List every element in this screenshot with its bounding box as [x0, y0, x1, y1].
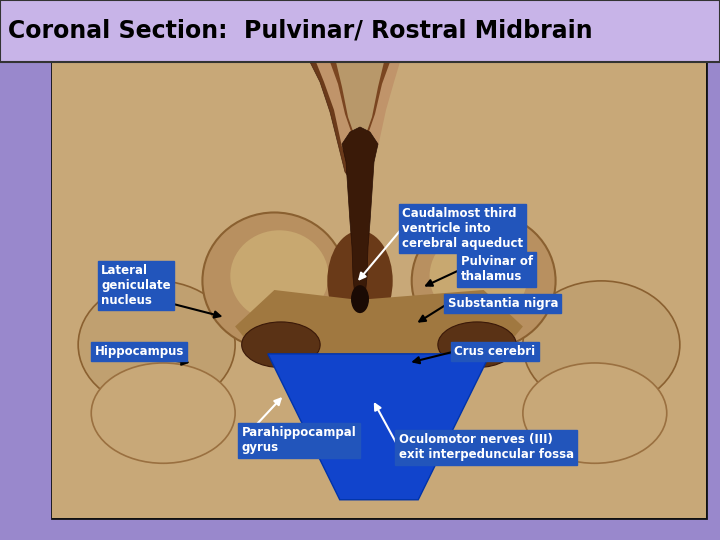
Bar: [0, 0, 720, 62]
Polygon shape: [268, 354, 490, 500]
Polygon shape: [330, 62, 390, 148]
Ellipse shape: [412, 212, 556, 349]
Text: Substantia nigra: Substantia nigra: [448, 297, 558, 310]
Text: Parahippocampal
gyrus: Parahippocampal gyrus: [242, 427, 356, 455]
Ellipse shape: [230, 230, 328, 321]
Polygon shape: [235, 290, 523, 390]
Text: Crus cerebri: Crus cerebri: [454, 345, 536, 358]
Ellipse shape: [328, 231, 392, 331]
Ellipse shape: [430, 230, 528, 321]
Polygon shape: [336, 62, 384, 142]
Ellipse shape: [202, 212, 346, 349]
Bar: [53, 63, 705, 517]
Ellipse shape: [242, 322, 320, 368]
Text: Coronal Section:  Pulvinar/ Rostral Midbrain: Coronal Section: Pulvinar/ Rostral Midbr…: [8, 19, 593, 43]
Bar: [52, 62, 706, 518]
Polygon shape: [310, 62, 395, 192]
Ellipse shape: [523, 281, 680, 409]
Polygon shape: [52, 62, 706, 518]
Ellipse shape: [78, 281, 235, 409]
Text: Caudalmost third
ventricle into
cerebral aqueduct: Caudalmost third ventricle into cerebral…: [402, 207, 523, 250]
Ellipse shape: [523, 363, 667, 463]
Polygon shape: [316, 62, 400, 172]
Text: Oculomotor nerves (III)
exit interpeduncular fossa: Oculomotor nerves (III) exit interpedunc…: [399, 433, 574, 461]
Text: Hippocampus: Hippocampus: [94, 345, 184, 358]
Polygon shape: [342, 127, 378, 297]
Text: Pulvinar of
thalamus: Pulvinar of thalamus: [461, 255, 533, 284]
Text: Lateral
geniculate
nucleus: Lateral geniculate nucleus: [101, 264, 171, 307]
Ellipse shape: [351, 285, 369, 313]
Ellipse shape: [438, 322, 516, 368]
Ellipse shape: [91, 363, 235, 463]
